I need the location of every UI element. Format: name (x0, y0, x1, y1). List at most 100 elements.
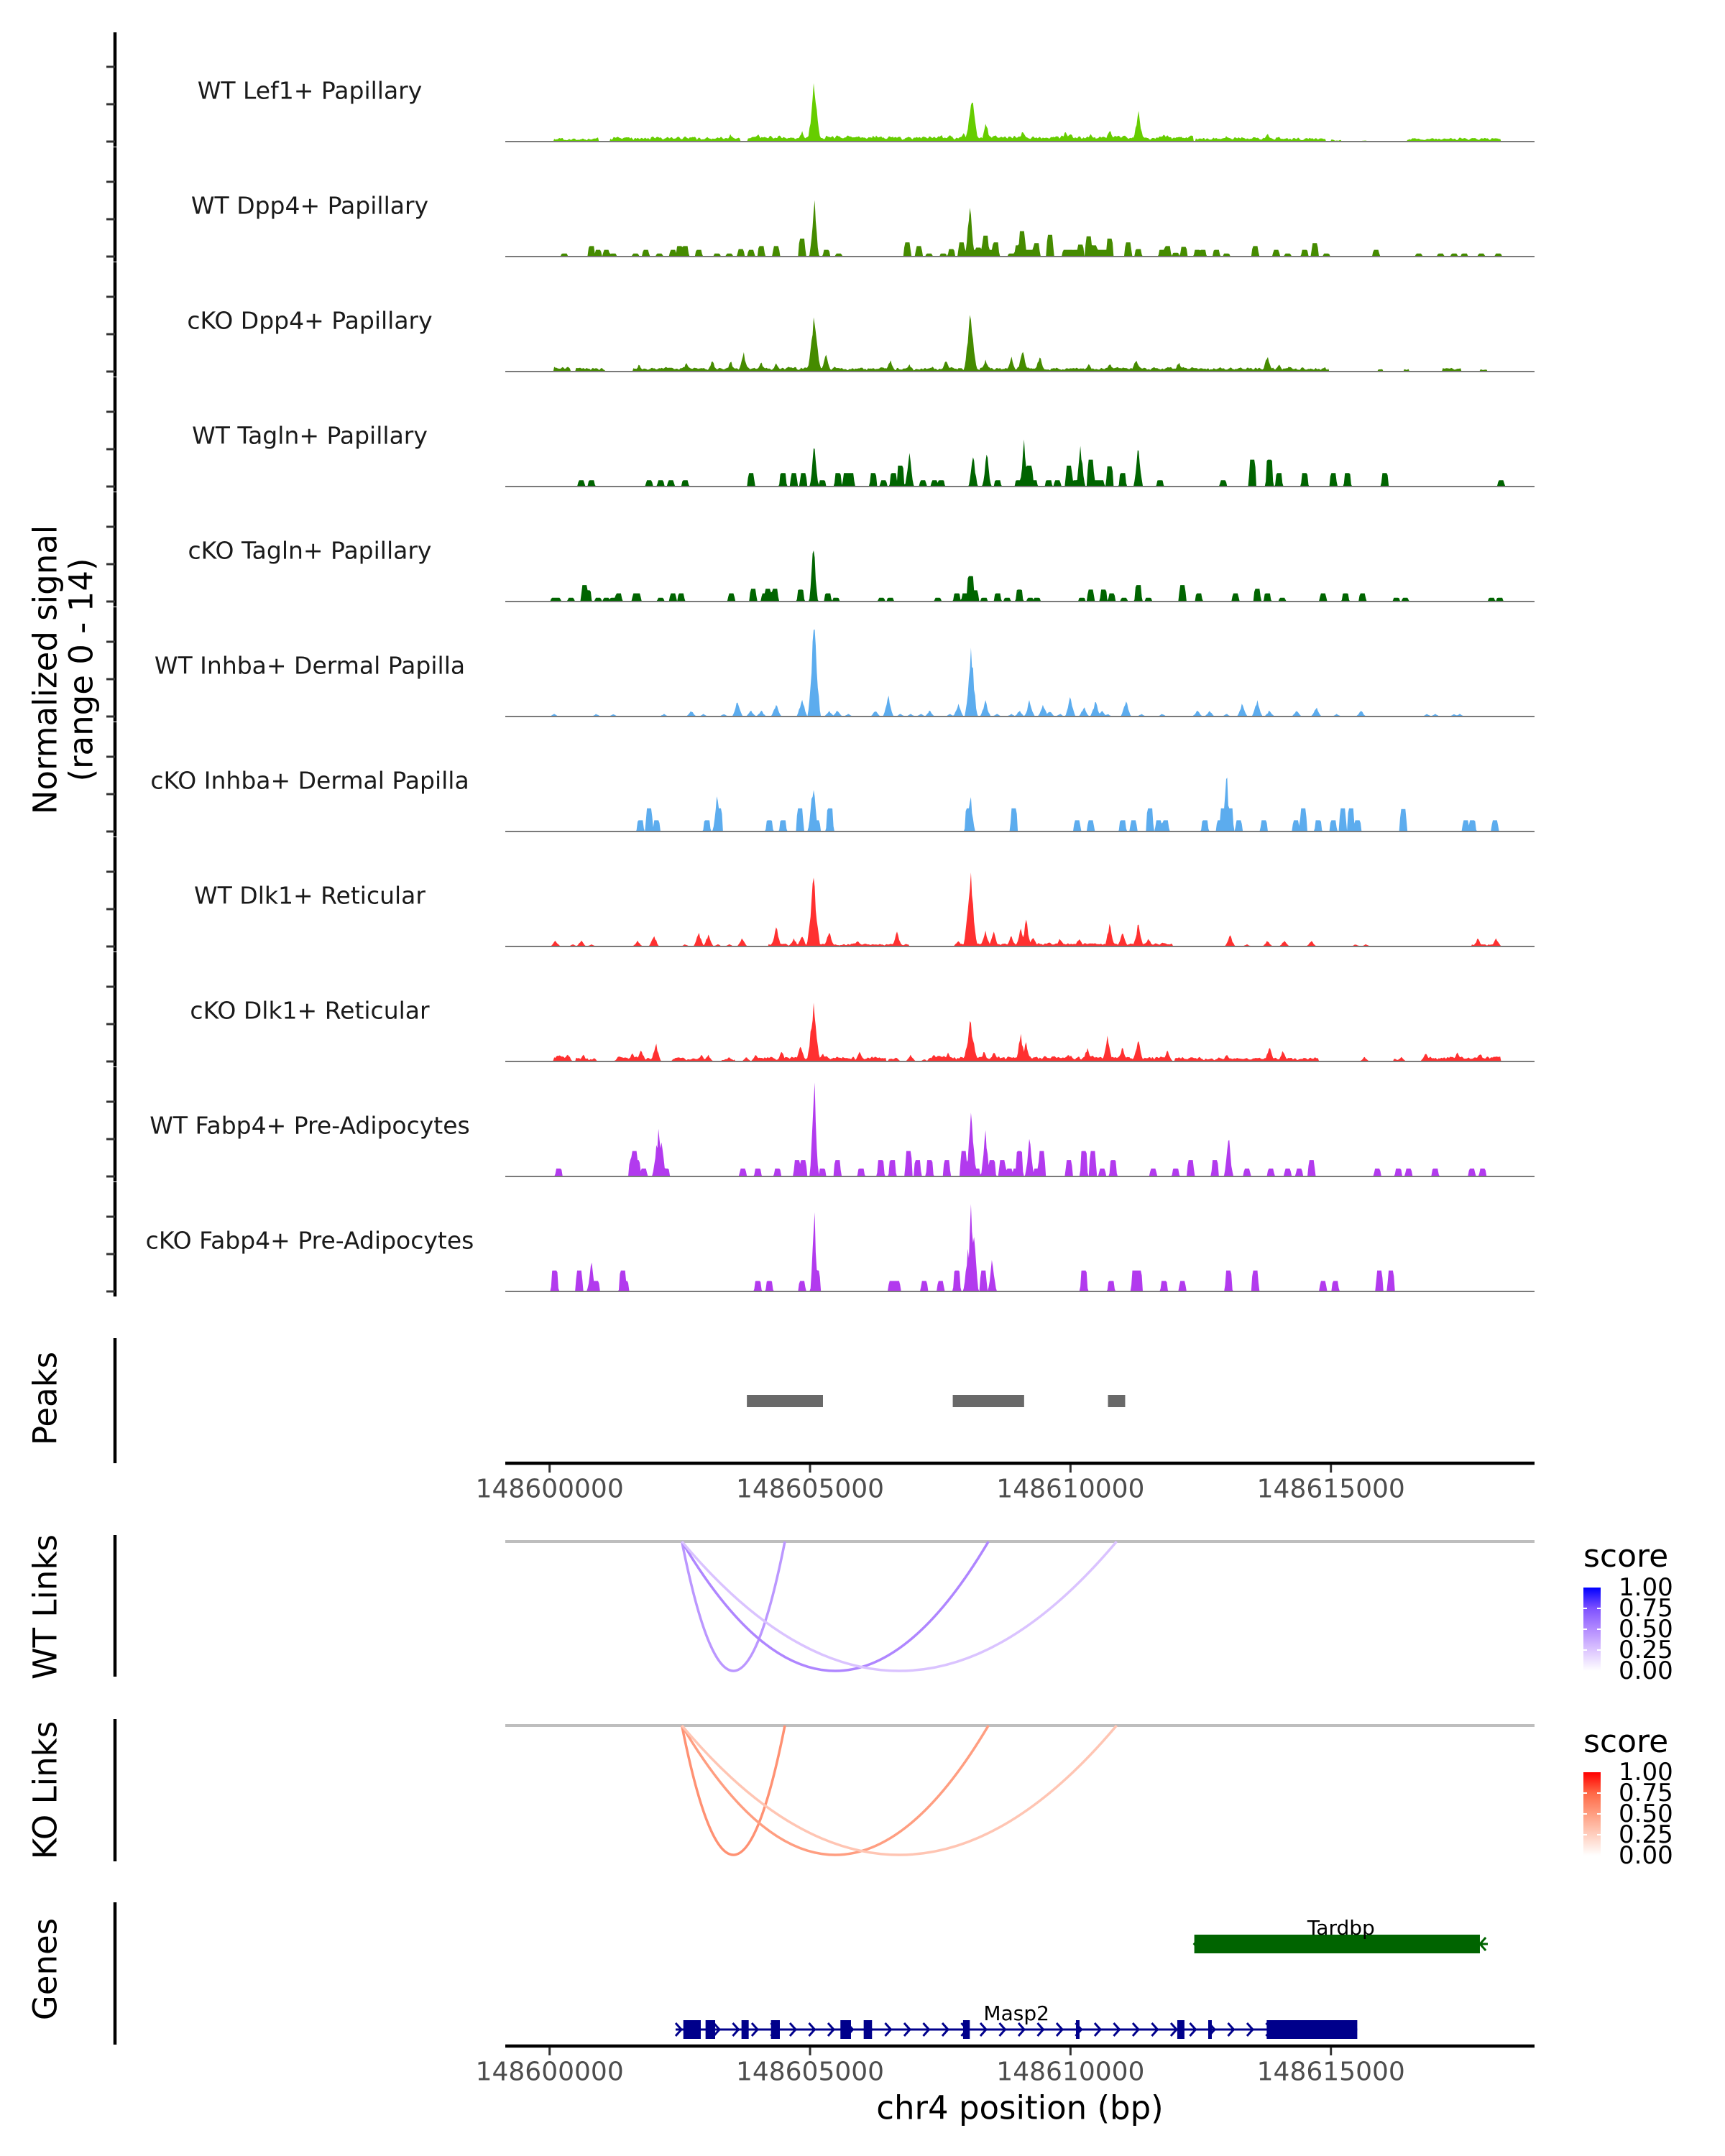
gene-exon (1194, 1935, 1480, 1953)
strand-arrow-icon (903, 2022, 911, 2037)
strand-arrow-icon (1151, 2022, 1159, 2037)
strand-arrow-icon (884, 2022, 893, 2037)
peaks-track-title: Peaks (27, 1352, 65, 1445)
coverage-track: cKO Tagln+ Papillary (106, 492, 1535, 607)
ko-links-arcs (505, 1724, 1535, 1856)
x-axis-tick-label: 148605000 (736, 1475, 884, 1504)
coverage-area (505, 629, 1535, 717)
x-axis-tick-label: 148600000 (476, 2058, 624, 2087)
coverage-area (505, 1082, 1535, 1176)
coverage-track: cKO Inhba+ Dermal Papilla (106, 722, 1535, 837)
strand-arrow-icon (998, 2022, 1007, 2037)
strand-arrow-icon (1113, 2022, 1121, 2037)
ko-links-track-title: KO Links (27, 1721, 65, 1859)
coverage-track: cKO Fabp4+ Pre-Adipocytes (106, 1182, 1535, 1296)
gene-exon (1266, 2020, 1358, 2039)
track-label: cKO Tagln+ Papillary (188, 537, 432, 565)
coverage-area (505, 1003, 1535, 1061)
strand-arrow-icon (1227, 2022, 1236, 2037)
legend-tick-label: 0.50 (1619, 1615, 1673, 1644)
coverage-track: WT Inhba+ Dermal Papilla (106, 607, 1535, 722)
strand-arrow-icon (827, 2022, 835, 2037)
peak-region (1108, 1395, 1126, 1407)
strand-arrow-icon (1246, 2022, 1254, 2037)
gene-exon (683, 2020, 701, 2039)
strand-arrow-icon (1169, 2022, 1178, 2037)
gene-label: Tardbp (1307, 1916, 1375, 1940)
strand-arrow-icon (922, 2022, 931, 2037)
link-arc (680, 1725, 786, 1856)
gene-exon (840, 2020, 851, 2039)
strand-arrow-icon (1189, 2022, 1197, 2037)
coverage-track: WT Dlk1+ Reticular (106, 837, 1535, 952)
track-label: WT Dpp4+ Papillary (191, 192, 428, 220)
wt-links-track-title: WT Links (27, 1534, 65, 1680)
coverage-area (505, 200, 1535, 257)
legend-title: score (1583, 1538, 1668, 1575)
coverage-area (505, 777, 1535, 831)
strand-arrow-icon (1055, 2022, 1064, 2037)
track-label: WT Inhba+ Dermal Papilla (155, 652, 465, 680)
strand-arrow-icon (788, 2022, 797, 2037)
strand-arrow-icon (1131, 2022, 1140, 2037)
genes-track-title: Genes (27, 1918, 65, 2020)
legend-title: score (1583, 1723, 1668, 1760)
coverage-track: WT Dpp4+ Papillary (106, 147, 1535, 262)
x-axis-tick-label: 148615000 (1257, 2058, 1405, 2087)
track-label: cKO Fabp4+ Pre-Adipocytes (146, 1227, 474, 1255)
coverage-track: WT Tagln+ Papillary (106, 377, 1535, 492)
x-axis-tick-label: 148615000 (1257, 1475, 1405, 1504)
coverage-track: WT Lef1+ Papillary (106, 32, 1535, 147)
legend-tick-label: 0.25 (1619, 1636, 1673, 1664)
gene-exon (962, 2020, 970, 2039)
peak-region (747, 1395, 823, 1407)
legend-tick-label: 0.50 (1619, 1800, 1673, 1828)
genes-panel: Genes Masp2 Tardbp 148600000 148605000 1486… (27, 1902, 1535, 2127)
strand-arrow-icon (732, 2022, 740, 2037)
gene-exon (770, 2020, 780, 2039)
link-arc (681, 1541, 990, 1672)
legend-tick-label: 0.00 (1619, 1657, 1673, 1685)
strand-arrow-icon (1093, 2022, 1102, 2037)
track-label: cKO Dlk1+ Reticular (190, 997, 430, 1025)
track-label: cKO Inhba+ Dermal Papilla (150, 767, 469, 795)
legend-tick-label: 0.25 (1619, 1820, 1673, 1849)
legend-tick-label: 0.75 (1619, 1779, 1673, 1807)
gene-label: Masp2 (983, 2001, 1049, 2025)
coverage-area (505, 872, 1535, 946)
strand-arrow-icon (941, 2022, 949, 2037)
legend-tick-label: 1.00 (1619, 1758, 1673, 1787)
peaks-panel: Peaks 148600000 148605000 148610000 1486150… (27, 1338, 1535, 1504)
coverage-area (505, 315, 1535, 372)
x-axis-tick-label: 148605000 (736, 2058, 884, 2087)
peaks-x-axis: 148600000 148605000 148610000 148615000 (476, 1461, 1535, 1504)
gene-exon (1208, 2020, 1212, 2039)
coverage-tracks: WT Lef1+ Papillary WT Dpp4+ Papillary cKO … (106, 32, 1535, 1296)
x-axis-title: chr4 position (bp) (876, 2089, 1164, 2127)
track-label: WT Dlk1+ Reticular (194, 882, 426, 910)
coverage-area (505, 550, 1535, 602)
coverage-area (505, 83, 1535, 142)
strand-arrow-icon (1478, 1937, 1487, 1951)
peak-regions (747, 1395, 1126, 1407)
legend-tick-label: 0.00 (1619, 1841, 1673, 1870)
track-label: WT Tagln+ Papillary (192, 422, 428, 450)
gene-model: Tardbp (1192, 1916, 1488, 1953)
legend-tick-label: 0.75 (1619, 1594, 1673, 1623)
gene-exon (1075, 2020, 1080, 2039)
strand-arrow-icon (750, 2022, 759, 2037)
gene-model: Masp2 (674, 2001, 1358, 2039)
coverage-track: cKO Dpp4+ Papillary (106, 262, 1535, 377)
track-label: WT Lef1+ Papillary (198, 77, 423, 105)
strand-arrow-icon (979, 2022, 988, 2037)
strand-arrow-icon (808, 2022, 816, 2037)
strand-arrow-icon (712, 2022, 721, 2037)
x-axis-tick-label: 148610000 (996, 2058, 1144, 2087)
track-label: WT Fabp4+ Pre-Adipocytes (150, 1112, 469, 1140)
strand-arrow-icon (1036, 2022, 1045, 2037)
gene-exon (741, 2020, 749, 2039)
peak-region (952, 1395, 1024, 1407)
